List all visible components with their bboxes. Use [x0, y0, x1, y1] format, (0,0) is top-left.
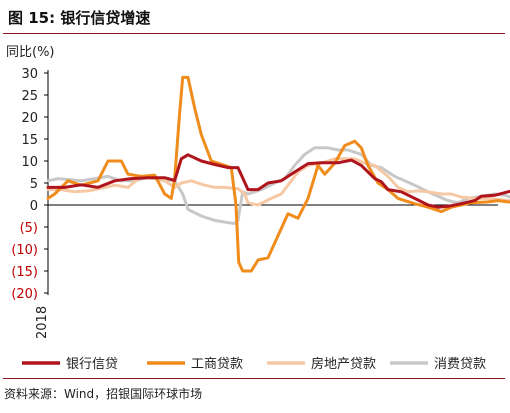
line-chart: 同比(%) 30 25 20 15 10 5 0 (5) (10) (15) (20) 2018 银…	[6, 45, 510, 372]
legend-label: 房地产贷款	[311, 356, 376, 372]
source-note: 资料来源：Wind，招银国际环球市场	[4, 387, 203, 401]
series-line-1	[46, 75, 510, 273]
series-lines	[46, 75, 510, 273]
y-tick-label: (15)	[11, 265, 38, 280]
y-tick-label: 10	[21, 155, 38, 170]
y-tick-label: (10)	[11, 243, 38, 258]
y-axis-ticks: 30 25 20 15 10 5 0 (5) (10) (15) (20)	[11, 67, 38, 302]
x-axis-year-label: 2018	[35, 306, 50, 339]
y-tick-label: 25	[21, 89, 38, 104]
figure-title: 图 15: 银行信贷增速	[8, 9, 151, 27]
series-line-0	[46, 153, 510, 209]
y-tick-label: 15	[21, 133, 38, 148]
legend: 银行信贷 工商贷款 房地产贷款 消费贷款	[22, 356, 486, 372]
y-axis-label: 同比(%)	[6, 45, 55, 60]
y-tick-label: 30	[21, 67, 38, 82]
y-tick-label: 5	[30, 177, 38, 192]
legend-label: 消费贷款	[434, 357, 486, 372]
y-tick-label: (5)	[20, 221, 38, 236]
y-tick-label: 20	[21, 111, 38, 126]
y-tick-label: (20)	[11, 287, 38, 302]
source-rule	[3, 378, 505, 379]
legend-label: 银行信贷	[66, 357, 118, 372]
legend-label: 工商贷款	[191, 357, 243, 372]
y-tick-label: 0	[30, 199, 38, 214]
title-rule	[3, 33, 505, 34]
